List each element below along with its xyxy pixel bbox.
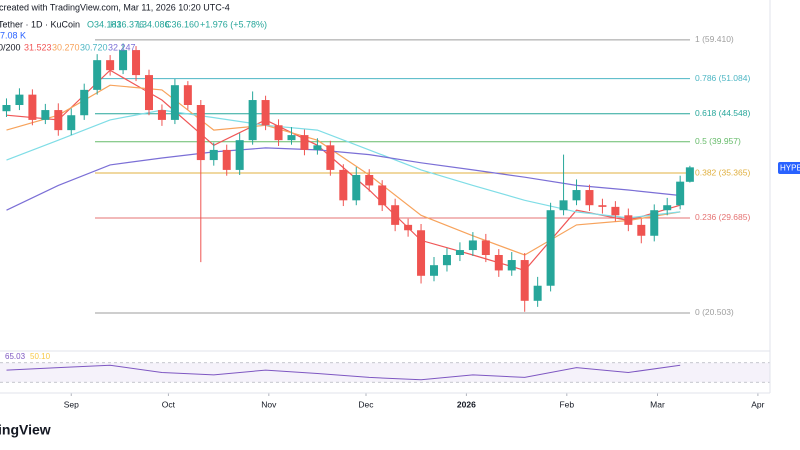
candle-body [391,205,400,225]
fib-label: 1 (59.410) [695,34,734,44]
candle-body [209,149,218,161]
candle-body [507,260,516,271]
candle-body [339,169,348,201]
ohlc-close: C36.160 [165,19,199,29]
candle-body [663,205,672,211]
ma-label: 0/200 [0,42,21,52]
candle-body [15,94,24,106]
symbol: Tether · 1D · KuCoin [0,19,80,29]
candle-body [572,190,581,201]
candle-body [261,100,270,126]
candle-body [352,174,361,201]
fib-label: 0.236 (29.685) [695,212,750,222]
ma-value: 30.720 [80,42,108,52]
candle-body [404,224,413,231]
candle-body [222,149,231,170]
x-tick-label: Apr [751,399,764,409]
candle-body [611,206,620,216]
candle-body [41,110,50,120]
candle-body [533,285,542,301]
ma-value: 32.247 [108,42,136,52]
candle-body [494,254,503,271]
x-tick-label: Feb [559,399,574,409]
candle-body [546,210,555,286]
candle-body [676,181,685,206]
candle-body [378,185,387,206]
x-tick-label: Mar [650,399,665,409]
candle-body [119,50,128,71]
candle-body [67,115,76,131]
price-tag: HYPEU [780,164,800,173]
candle-body [430,265,439,276]
candle-body [326,145,335,170]
candle-body [157,110,166,120]
ohlc-open: O34.181 [87,19,122,29]
candle-body [106,60,115,71]
candle-body [196,105,205,161]
candle-body [624,215,633,225]
candle-body [2,105,11,112]
moving-average [6,147,681,211]
fib-label: 0.382 (35.365) [695,167,750,177]
candle-body [650,210,659,236]
candle-body [274,125,283,141]
credit: created with TradingView.com, Mar 11, 20… [0,2,230,12]
candle-body [481,240,490,255]
price-tag-box [778,162,800,174]
candle-body [442,254,451,266]
fib-label: 0 (20.503) [695,307,734,317]
ma-value: 30.270 [52,42,80,52]
moving-average [6,109,681,219]
ohlc-high: H36.376 [110,19,144,29]
candle-body [685,167,694,182]
rsi-ma-value: 50.10 [30,352,51,361]
x-tick-label: Oct [162,399,176,409]
candle-body [183,85,192,106]
ma-value: 31.523 [24,42,52,52]
x-tick-label: Sep [64,399,79,409]
candle-body [300,135,309,150]
candle-body [132,50,141,76]
candle-body [287,135,296,141]
fib-label: 0.618 (44.548) [695,108,750,118]
candle-body [28,94,37,120]
candle-body [54,110,63,131]
rsi-value: 65.03 [5,352,26,361]
logo: ingView [0,422,51,438]
fib-label: 0.786 (51.084) [695,73,750,83]
candle-body [598,205,607,207]
candle-body [93,60,102,90]
candle-body [80,89,89,116]
volume-value: 7.08 K [0,30,26,40]
candle-body [637,224,646,236]
candle-body [585,190,594,206]
plot-area: 1 (59.410) 0.786 (51.084) 0.618 (44.548) 0.… [0,34,770,409]
candle-body [417,230,426,276]
moving-average [6,84,681,256]
ohlc-change: +1.976 (+5.78%) [200,19,267,29]
candle-body [559,200,568,211]
ohlc-low: L34.086 [137,19,170,29]
candle-body [313,145,322,150]
candle-body [170,85,179,120]
rsi-line [6,364,681,381]
candle-body [248,100,257,141]
x-tick-label: Nov [261,399,277,409]
candle-body [365,174,374,186]
candle-body [520,260,529,301]
x-tick-label: 2026 [457,399,476,409]
fib-label: 0.5 (39.957) [695,136,741,146]
candle-body [455,250,464,255]
candle-body [144,75,153,111]
x-tick-label: Dec [358,399,374,409]
candle-body [468,240,477,251]
candle-body [235,140,244,170]
